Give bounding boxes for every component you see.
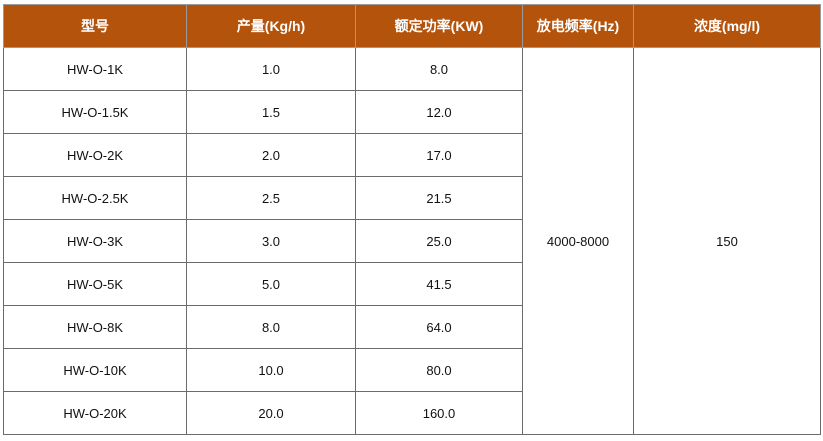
table-cell: HW-O-20K <box>3 391 187 435</box>
table-cell: 17.0 <box>355 133 523 177</box>
table-cell: 20.0 <box>186 391 356 435</box>
header-cell: 放电频率(Hz) <box>522 4 634 48</box>
table-row: HW-O-1K 1.0 8.0 4000-8000 150 <box>3 47 821 435</box>
header-cell: 型号 <box>3 4 187 48</box>
table-cell: 41.5 <box>355 262 523 306</box>
table-row: HW-O-2.5K 2.5 21.5 <box>3 176 821 220</box>
table-cell: 2.5 <box>186 176 356 220</box>
table-cell: HW-O-5K <box>3 262 187 306</box>
table-cell: HW-O-1.5K <box>3 90 187 134</box>
table-cell: 8.0 <box>355 47 523 91</box>
table-cell: 8.0 <box>186 305 356 349</box>
table-cell: HW-O-2K <box>3 133 187 177</box>
table-cell: 5.0 <box>186 262 356 306</box>
table-cell: 3.0 <box>186 219 356 263</box>
table-cell: 1.5 <box>186 90 356 134</box>
merged-cell: 150 <box>633 47 821 435</box>
table-cell: 2.0 <box>186 133 356 177</box>
table-cell: 160.0 <box>355 391 523 435</box>
table-cell: 21.5 <box>355 176 523 220</box>
table-cell: 25.0 <box>355 219 523 263</box>
header-row: 型号 产量(Kg/h) 额定功率(KW) 放电频率(Hz) 浓度(mg/l) <box>3 4 821 48</box>
table-row: HW-O-10K 10.0 80.0 <box>3 348 821 392</box>
table-row: HW-O-3K 3.0 25.0 <box>3 219 821 263</box>
table-cell: 12.0 <box>355 90 523 134</box>
table-row: HW-O-8K 8.0 64.0 <box>3 305 821 349</box>
table-cell: 80.0 <box>355 348 523 392</box>
table-cell: HW-O-3K <box>3 219 187 263</box>
table-row: HW-O-1.5K 1.5 12.0 <box>3 90 821 134</box>
merged-cell: 4000-8000 <box>522 47 634 435</box>
header-cell: 产量(Kg/h) <box>186 4 356 48</box>
table-cell: HW-O-2.5K <box>3 176 187 220</box>
table-row: HW-O-20K 20.0 160.0 <box>3 391 821 435</box>
table-row: HW-O-5K 5.0 41.5 <box>3 262 821 306</box>
table-cell: HW-O-8K <box>3 305 187 349</box>
table-container: 型号 产量(Kg/h) 额定功率(KW) 放电频率(Hz) 浓度(mg/l) HW-O-… <box>3 4 821 435</box>
table-cell: HW-O-10K <box>3 348 187 392</box>
table-body: HW-O-1K 1.0 8.0 4000-8000 150 HW-O-1.5K 1.5 12.… <box>3 47 821 435</box>
header-cell: 额定功率(KW) <box>355 4 523 48</box>
table-cell: 10.0 <box>186 348 356 392</box>
header-cell: 浓度(mg/l) <box>633 4 821 48</box>
spec-table: 型号 产量(Kg/h) 额定功率(KW) 放电频率(Hz) 浓度(mg/l) HW-O-… <box>3 4 821 435</box>
table-cell: 1.0 <box>186 47 356 91</box>
table-row: HW-O-2K 2.0 17.0 <box>3 133 821 177</box>
table-cell: HW-O-1K <box>3 47 187 91</box>
table-cell: 64.0 <box>355 305 523 349</box>
